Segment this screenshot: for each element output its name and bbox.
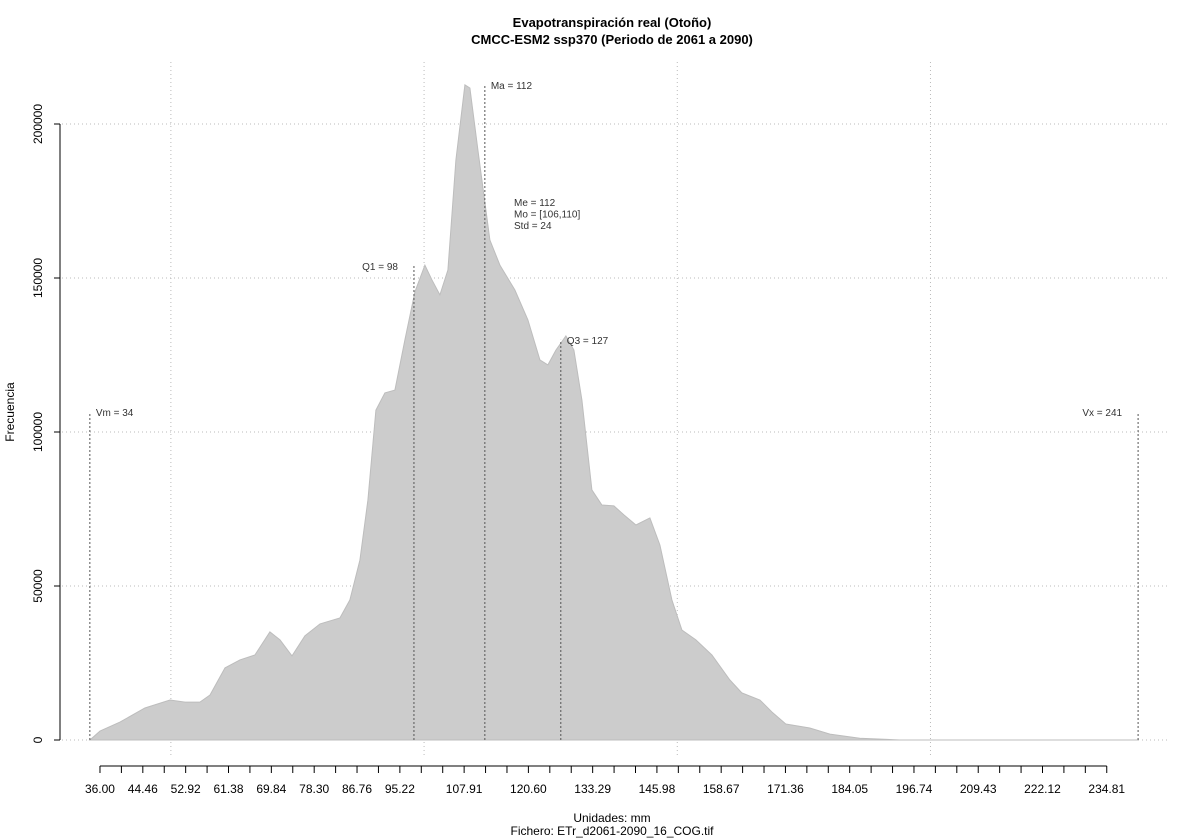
stat-label: Mo = [106,110] xyxy=(514,210,580,221)
stat-label: Std = 24 xyxy=(514,221,552,232)
annotation-label: Ma = 112 xyxy=(491,81,533,92)
x-tick-label: 222.12 xyxy=(1024,782,1061,796)
caption: Fichero: ETr_d2061-2090_16_COG.tif xyxy=(511,824,715,838)
x-tick-label: 61.38 xyxy=(213,782,243,796)
x-axis-label: Unidades: mm xyxy=(573,811,650,825)
x-tick-label: 196.74 xyxy=(896,782,933,796)
chart-subtitle: CMCC-ESM2 ssp370 (Periodo de 2061 a 2090… xyxy=(471,32,753,47)
x-tick-label: 78.30 xyxy=(299,782,329,796)
x-tick-label: 107.91 xyxy=(446,782,483,796)
y-tick-label: 150000 xyxy=(31,258,45,298)
x-tick-label: 69.84 xyxy=(256,782,286,796)
y-tick-label: 200000 xyxy=(31,104,45,144)
y-tick-label: 50000 xyxy=(31,569,45,603)
x-tick-label: 44.46 xyxy=(128,782,158,796)
annotation-label: Vx = 241 xyxy=(1082,408,1122,419)
x-tick-label: 133.29 xyxy=(574,782,611,796)
x-tick-label: 158.67 xyxy=(703,782,740,796)
x-tick-label: 184.05 xyxy=(831,782,868,796)
x-tick-label: 52.92 xyxy=(171,782,201,796)
annotation-label: Q3 = 127 xyxy=(567,336,609,347)
annotation-label: Vm = 34 xyxy=(96,408,134,419)
x-tick-label: 95.22 xyxy=(385,782,415,796)
stat-label: Me = 112 xyxy=(514,198,556,209)
y-tick-label: 0 xyxy=(31,736,45,743)
x-tick-label: 86.76 xyxy=(342,782,372,796)
chart-title: Evapotranspiración real (Otoño) xyxy=(513,15,712,30)
x-tick-label: 120.60 xyxy=(510,782,547,796)
x-tick-label: 234.81 xyxy=(1088,782,1125,796)
x-tick-label: 36.00 xyxy=(85,782,115,796)
x-tick-label: 145.98 xyxy=(639,782,676,796)
y-axis-label: Frecuencia xyxy=(3,382,17,442)
x-tick-label: 209.43 xyxy=(960,782,997,796)
y-tick-label: 100000 xyxy=(31,412,45,452)
x-tick-label: 171.36 xyxy=(767,782,804,796)
annotation-label: Q1 = 98 xyxy=(362,262,398,273)
density-area xyxy=(88,84,1139,741)
